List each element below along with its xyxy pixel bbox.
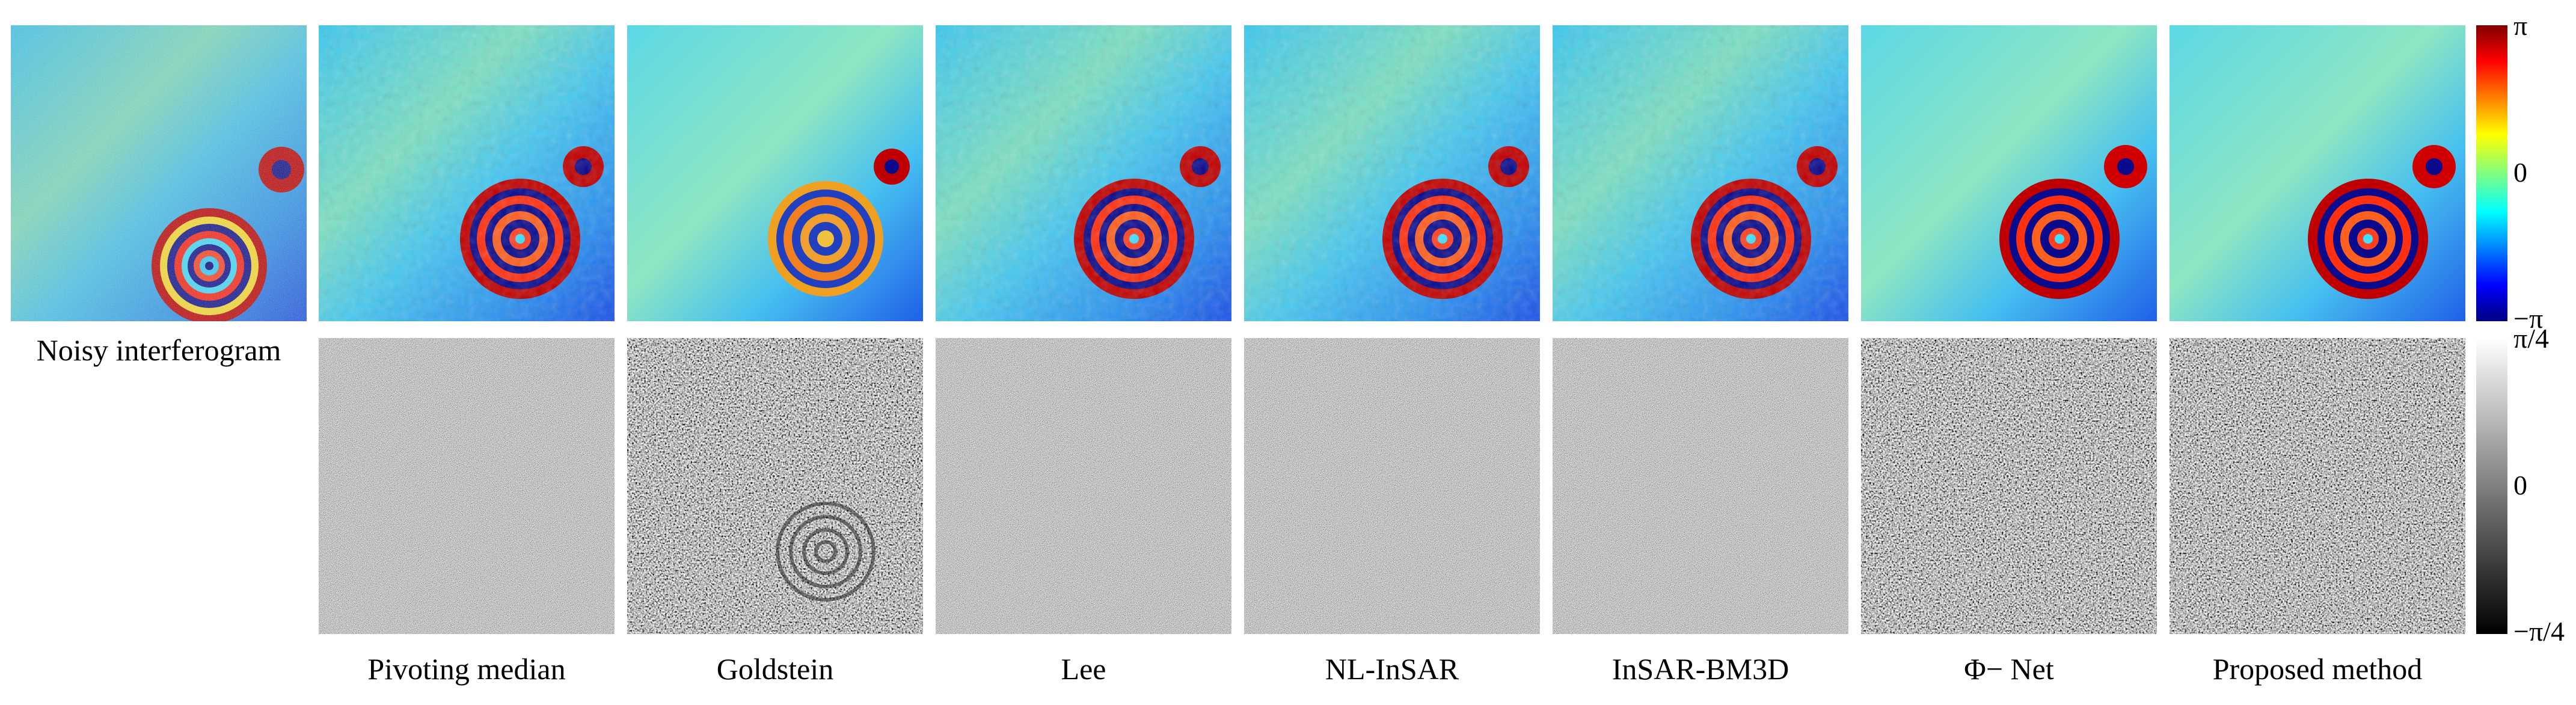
insar-bm3d-phase-image xyxy=(1553,25,1848,321)
insar-bm3d-residual-image xyxy=(1553,338,1848,634)
phase-colorbar xyxy=(2476,25,2507,321)
residual-colorbar-tick-top: π/4 xyxy=(2513,323,2550,354)
residual-colorbar xyxy=(2476,338,2507,634)
phi-net-phase-image xyxy=(1861,25,2157,321)
lee-phase-image xyxy=(936,25,1231,321)
phase-colorbar-tick-bottom: −π xyxy=(2513,303,2544,334)
phi-net-residual-image xyxy=(1861,338,2157,634)
caption-nl-insar: NL-InSAR xyxy=(1325,652,1459,686)
caption-pivoting-median: Pivoting median xyxy=(367,652,566,686)
caption-proposed-method: Proposed method xyxy=(2212,652,2423,686)
caption-insar-bm3d: InSAR-BM3D xyxy=(1612,652,1789,686)
residual-colorbar-tick-mid: 0 xyxy=(2513,470,2527,500)
pivoting-median-residual-image xyxy=(319,338,615,634)
noisy-interferogram-image xyxy=(11,25,307,321)
caption-phi-net: Φ− Net xyxy=(1964,652,2054,686)
nl-insar-phase-image xyxy=(1244,25,1540,321)
pivoting-median-phase-image xyxy=(319,25,615,321)
noisy-interferogram-caption: Noisy interferogram xyxy=(36,333,281,367)
residual-colorbar-tick-bottom: −π/4 xyxy=(2513,616,2565,647)
phase-colorbar-tick-mid: 0 xyxy=(2513,157,2527,188)
phase-colorbar-tick-top: π xyxy=(2513,10,2528,41)
goldstein-residual-image xyxy=(627,338,923,634)
nl-insar-residual-image xyxy=(1244,338,1540,634)
proposed-method-phase-image xyxy=(2170,25,2465,321)
lee-residual-image xyxy=(936,338,1231,634)
caption-lee: Lee xyxy=(1061,652,1106,686)
proposed-method-residual-image xyxy=(2170,338,2465,634)
caption-goldstein: Goldstein xyxy=(716,652,834,686)
goldstein-phase-image xyxy=(627,25,923,321)
